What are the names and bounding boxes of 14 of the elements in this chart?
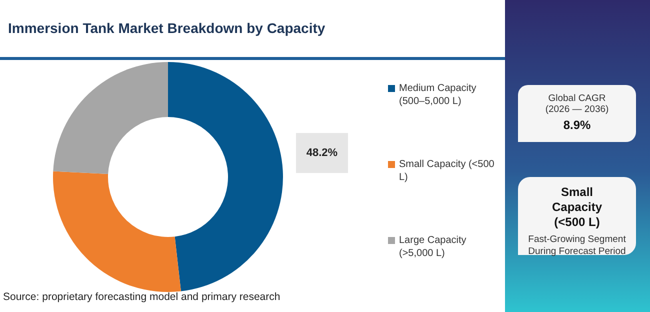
- text: 8.9%: [562, 118, 592, 132]
- legend-label: Large Capacity (>5,000 L): [399, 234, 468, 260]
- legend-label: Medium Capacity (500–5,000 L): [399, 82, 478, 108]
- source-note: Source: proprietary forecasting model and primary research: [3, 291, 280, 303]
- text: (2026 — 2036): [544, 104, 610, 115]
- text: Global CAGR: [547, 93, 607, 104]
- donut-slice: [168, 62, 283, 292]
- donut-slice: [53, 62, 168, 174]
- legend-label: Small Capacity (<500 L): [399, 158, 496, 184]
- text: Small Capacity (<500 L): [550, 185, 604, 230]
- text: Fast-Growing Segment During Forecast Period: [527, 234, 627, 258]
- donut-slice: [53, 171, 181, 292]
- chart-title: Immersion Tank Market Breakdown by Capacity: [8, 20, 326, 36]
- data-label: 48.2%: [296, 133, 348, 173]
